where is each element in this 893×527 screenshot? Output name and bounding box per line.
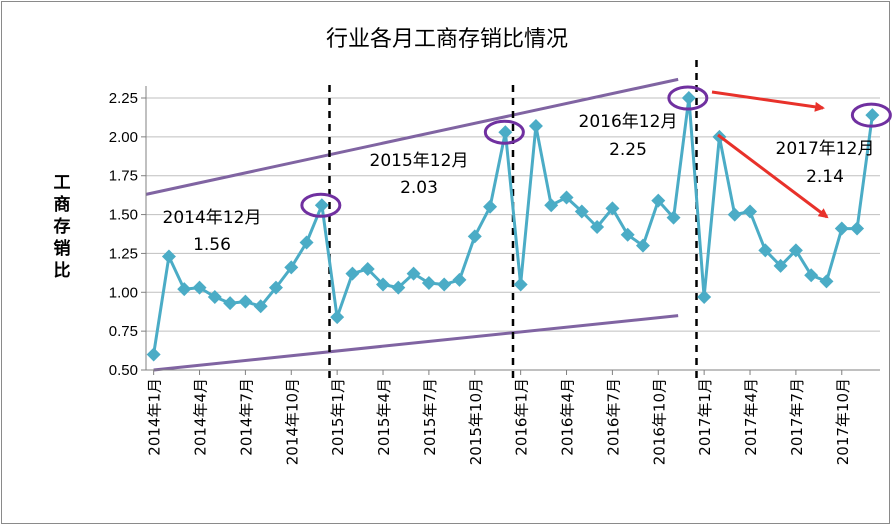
x-tick-label: 2014年4月 — [192, 378, 210, 456]
data-point — [605, 201, 620, 216]
data-point — [223, 296, 238, 311]
data-point — [681, 91, 696, 105]
data-point — [207, 289, 222, 304]
y-tick-label: 0.75 — [109, 323, 138, 340]
x-tick-label: 2016年4月 — [559, 378, 577, 456]
data-point — [834, 221, 849, 236]
data-point — [590, 220, 605, 235]
x-tick-label: 2015年4月 — [375, 378, 393, 456]
peak-highlight-ellipse — [850, 102, 892, 128]
lower-trend-line — [153, 314, 679, 372]
data-point — [666, 210, 681, 225]
x-tick-label: 2017年10月 — [834, 378, 852, 465]
data-point — [391, 280, 406, 295]
annotation-value: 1.56 — [193, 235, 231, 255]
x-tick-label: 2014年7月 — [237, 378, 255, 456]
data-point — [697, 289, 712, 304]
y-tick-label: 1.50 — [109, 207, 138, 224]
data-point — [467, 229, 482, 244]
x-tick-label: 2017年4月 — [742, 378, 760, 456]
x-tick-label: 2017年1月 — [696, 378, 714, 456]
data-point — [177, 282, 192, 297]
y-tick-label: 0.50 — [109, 362, 138, 379]
data-point — [406, 266, 421, 281]
peak-highlight-ellipse — [300, 192, 342, 218]
data-point — [452, 272, 467, 287]
peak-highlight-ellipse — [667, 85, 709, 111]
x-tick-label: 2014年10月 — [283, 378, 301, 465]
data-point — [620, 227, 635, 242]
data-point — [253, 299, 268, 314]
y-tick-label: 1.25 — [109, 245, 138, 262]
data-point — [498, 125, 513, 140]
data-point — [788, 243, 803, 258]
y-tick-label: 2.25 — [109, 90, 138, 107]
data-point — [238, 294, 253, 309]
data-point — [773, 258, 788, 273]
annotation-value: 2.03 — [400, 178, 438, 198]
y-axis-label-char: 销 — [54, 238, 71, 259]
chart-title: 行业各月工商存销比情况 — [326, 27, 568, 52]
y-tick-label: 2.00 — [109, 129, 138, 146]
annotation-value: 2.14 — [806, 167, 844, 187]
data-point — [804, 268, 819, 283]
annotation-label: 2015年12月 — [370, 151, 469, 171]
data-point — [146, 347, 161, 362]
data-point — [345, 266, 360, 281]
data-point — [513, 277, 528, 292]
data-point — [559, 190, 574, 205]
y-axis-label-char: 商 — [54, 194, 71, 215]
y-tick-label: 1.75 — [109, 168, 138, 185]
x-tick-label: 2015年1月 — [329, 378, 347, 456]
data-point — [651, 193, 666, 208]
arrow-peak-comparison — [711, 90, 825, 112]
data-point — [819, 274, 834, 289]
data-point — [437, 277, 452, 292]
data-point — [743, 204, 758, 219]
data-point — [161, 249, 176, 264]
annotation-label: 2017年12月 — [776, 139, 875, 159]
x-tick-label: 2014年1月 — [146, 378, 164, 456]
x-tick-label: 2016年10月 — [650, 378, 668, 465]
y-tick-label: 1.00 — [109, 284, 138, 301]
annotation-label: 2014年12月 — [163, 208, 262, 228]
y-axis-label-char: 工 — [54, 173, 71, 193]
data-point — [192, 280, 207, 295]
data-point — [635, 238, 650, 253]
data-point — [268, 280, 283, 295]
x-tick-label: 2016年1月 — [513, 378, 531, 456]
upper-trend-line — [145, 77, 679, 196]
data-point — [376, 277, 391, 292]
arrow-trend-comparison — [717, 133, 829, 219]
data-point — [758, 243, 773, 258]
peak-highlight-ellipse — [483, 119, 525, 145]
data-point — [544, 198, 559, 213]
data-point — [483, 199, 498, 214]
annotation-value: 2.25 — [609, 140, 647, 160]
x-tick-label: 2015年7月 — [421, 378, 439, 456]
data-point — [284, 260, 299, 275]
data-point — [299, 235, 314, 250]
x-tick-label: 2015年10月 — [467, 378, 485, 465]
data-point — [330, 310, 345, 325]
x-tick-label: 2017年7月 — [788, 378, 806, 456]
annotation-label: 2016年12月 — [579, 112, 678, 132]
y-axis-label-char: 比 — [54, 260, 71, 281]
data-point — [850, 221, 865, 236]
x-tick-label: 2016年7月 — [604, 378, 622, 456]
data-point — [421, 275, 436, 290]
data-point — [727, 207, 742, 222]
data-point — [314, 198, 329, 213]
data-point — [865, 108, 880, 123]
y-axis-label-char: 存 — [54, 216, 71, 237]
data-point — [574, 204, 589, 219]
data-point — [360, 261, 375, 276]
data-point — [528, 118, 543, 133]
